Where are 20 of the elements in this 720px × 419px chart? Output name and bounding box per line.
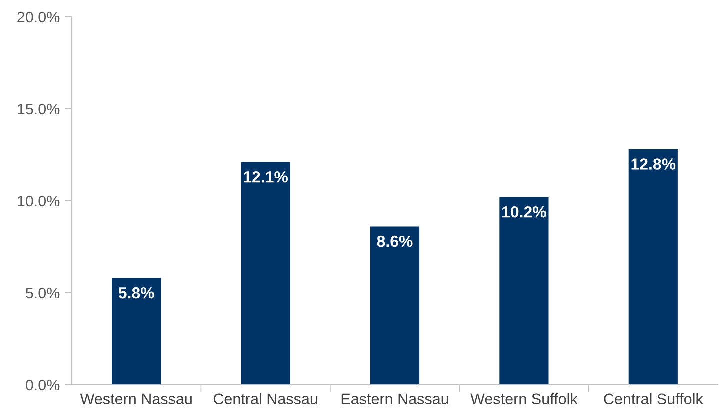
bar bbox=[112, 278, 162, 385]
bar bbox=[241, 162, 290, 385]
bar bbox=[500, 197, 549, 385]
data-label: 8.6% bbox=[377, 236, 413, 248]
data-label: 12.8% bbox=[632, 158, 676, 170]
y-tick-label: 10.0% bbox=[18, 196, 60, 207]
x-tick-label: Eastern Nassau bbox=[342, 394, 448, 405]
x-tick-label: Central Nassau bbox=[214, 393, 318, 405]
x-tick-label: Central Suffolk bbox=[604, 393, 704, 405]
bar bbox=[628, 149, 678, 385]
bar bbox=[370, 226, 420, 385]
y-tick-label: 5.0% bbox=[26, 288, 60, 299]
data-label: 5.8% bbox=[118, 287, 154, 299]
data-label: 10.2% bbox=[502, 206, 546, 218]
x-tick-label: Western Suffolk bbox=[470, 393, 578, 405]
y-tick-label: 0.0% bbox=[26, 380, 60, 391]
data-label: 12.1% bbox=[244, 172, 288, 183]
y-tick-label: 15.0% bbox=[18, 104, 60, 115]
y-tick-label: 20.0% bbox=[18, 12, 60, 23]
x-tick-label: Western Nassau bbox=[80, 394, 192, 405]
